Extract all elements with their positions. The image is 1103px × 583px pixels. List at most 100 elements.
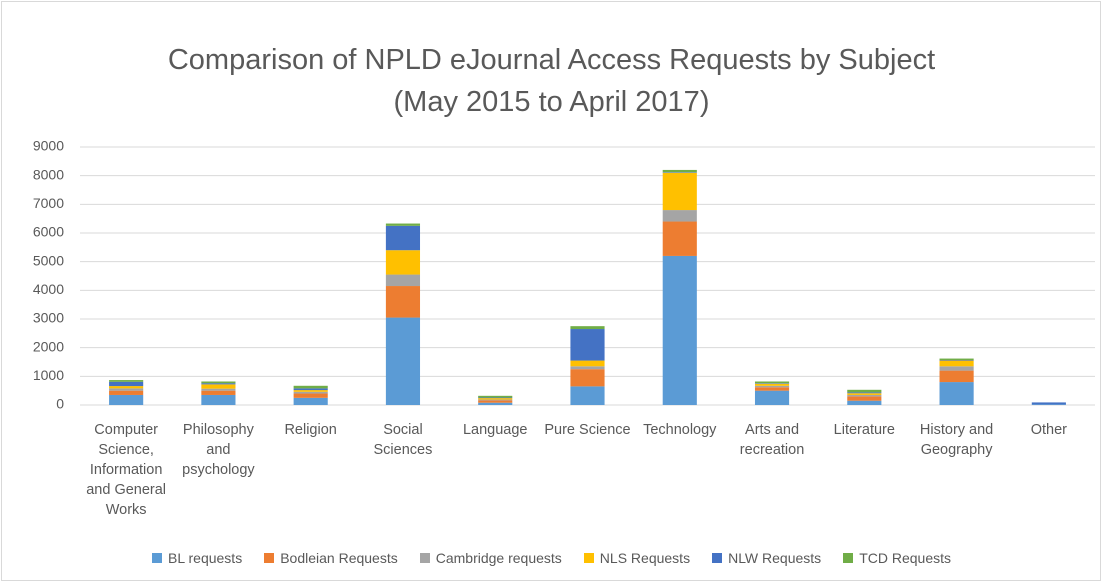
bar-segment (570, 360, 605, 367)
y-tick-label: 4000 (33, 281, 64, 297)
y-tick-label: 8000 (33, 166, 64, 182)
bar-segment (293, 385, 328, 389)
y-tick-label: 7000 (33, 195, 64, 211)
legend-label: Bodleian Requests (280, 550, 398, 566)
legend-item: BL requests (152, 550, 242, 566)
bar-segment (570, 329, 605, 361)
x-tick-label: Language (462, 422, 528, 438)
bar-segment (847, 389, 882, 393)
legend-item: Cambridge requests (419, 550, 562, 566)
bar-segment (754, 383, 790, 384)
y-tick-label: 0 (56, 396, 64, 412)
bar-segment (478, 400, 513, 403)
bar-segment (385, 225, 421, 251)
bar-segment (662, 172, 697, 211)
bar-segment (201, 390, 236, 395)
chart-subtitle: (May 2015 to April 2017) (393, 86, 710, 118)
x-tick-label: Social Sciences (373, 422, 433, 458)
bar-segment (939, 359, 974, 361)
bar-segment (662, 169, 697, 173)
bar-segment (385, 274, 421, 287)
x-tick-label: History and Geography (919, 422, 994, 458)
legend-swatch (712, 553, 723, 563)
bar-segment (939, 366, 974, 371)
bar-segment (385, 223, 421, 226)
bar-segment (109, 394, 144, 405)
bar-segment (662, 221, 697, 256)
bar-segment (293, 397, 328, 405)
bar-segment (754, 390, 790, 405)
bar-segment (385, 286, 421, 318)
y-tick-label: 3000 (33, 310, 64, 326)
bar-segment (478, 399, 513, 401)
x-tick-label: Other (1030, 422, 1067, 438)
legend-swatch (152, 553, 162, 563)
y-tick-label: 1000 (33, 367, 64, 383)
bar-segment (109, 388, 144, 391)
bar-segment (847, 400, 882, 405)
x-tick-label: Philosophy and psychology (182, 422, 255, 478)
x-tick-label: Arts and recreation (739, 422, 805, 458)
bar-segment (478, 397, 513, 399)
x-tick-label: Literature (833, 422, 895, 438)
bar-segment (847, 394, 882, 397)
bar-segment (201, 384, 236, 389)
bar-segment (293, 391, 328, 394)
bar-segment (293, 393, 328, 398)
bar-segment (847, 393, 882, 395)
chart-title: Comparison of NPLD eJournal Access Reque… (167, 44, 936, 76)
y-tick-label: 6000 (33, 224, 64, 240)
x-tick-label: Computer Science, Information and Genera… (86, 422, 167, 518)
legend-swatch (843, 553, 854, 563)
bar-segment (754, 381, 790, 384)
bar-segment (662, 210, 697, 222)
bar-segment (385, 250, 421, 275)
legend-label: TCD Requests (859, 550, 951, 566)
bar-segment (570, 369, 605, 387)
bar-segment (1031, 404, 1066, 405)
bar-segment (939, 382, 974, 405)
bar-segment (754, 387, 790, 391)
legend-label: BL requests (168, 550, 243, 566)
bar-segment (939, 370, 974, 383)
bar-segment (754, 383, 790, 386)
legend-swatch (583, 553, 594, 563)
bar-segment (570, 386, 605, 405)
bar-segment (939, 358, 974, 360)
legend-swatch (264, 553, 275, 563)
bar-segment (109, 390, 144, 395)
bar-segment (754, 385, 790, 388)
bar-segment (570, 326, 605, 330)
bar-segment (293, 390, 328, 392)
y-tick-label: 5000 (33, 252, 64, 268)
legend-label: Cambridge requests (435, 550, 562, 566)
bar-segment (201, 383, 236, 385)
bar-segment (293, 388, 328, 391)
bar-segment (478, 395, 513, 398)
legend-item: NLW Requests (712, 550, 821, 566)
legend-label: NLS Requests (599, 550, 691, 566)
bar-segment (478, 402, 513, 405)
x-tick-label: Pure Science (544, 422, 631, 438)
x-tick-label: Technology (643, 422, 717, 438)
bar-segment (109, 380, 144, 382)
bar-segment (201, 381, 236, 384)
legend-label: NLW Requests (728, 550, 822, 566)
bar-segment (109, 386, 144, 389)
bar-segment (478, 398, 513, 400)
bar-segment (201, 394, 236, 405)
bar-segment (109, 381, 144, 387)
bar-segment (1031, 402, 1066, 405)
bar-segment (847, 392, 882, 394)
legend-item: TCD Requests (843, 550, 951, 566)
bar-segment (847, 396, 882, 401)
legend-item: Bodleian Requests (264, 550, 398, 566)
bar-segment (570, 366, 605, 370)
y-tick-label: 9000 (33, 138, 64, 154)
bar-segment (662, 172, 697, 173)
legend-swatch (419, 553, 430, 563)
legend-item: NLS Requests (583, 550, 691, 566)
